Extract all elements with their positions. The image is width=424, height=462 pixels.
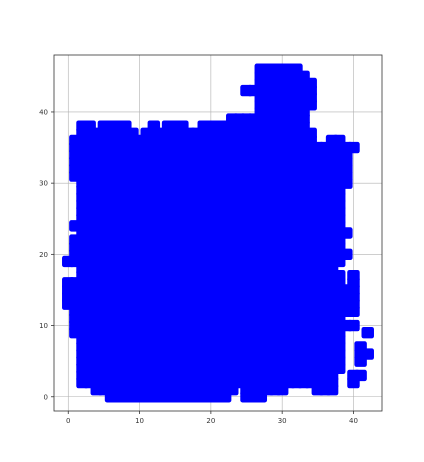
- x-tick-label: 30: [278, 417, 287, 425]
- x-axis-ticks: 0 10 20 30 40: [66, 411, 358, 425]
- y-tick-label: 40: [39, 108, 48, 116]
- x-tick-label: 20: [206, 417, 215, 425]
- y-tick-label: 0: [44, 393, 48, 401]
- plot-frame: [53, 54, 383, 412]
- x-tick-label: 10: [135, 417, 144, 425]
- scatter-point: [361, 326, 374, 339]
- scatter-point: [254, 391, 268, 403]
- scatter-point: [218, 391, 232, 403]
- scatter-points: [62, 63, 374, 403]
- scatter-point: [325, 383, 339, 396]
- scatter-point: [347, 305, 360, 318]
- y-tick-label: 10: [39, 322, 48, 330]
- y-tick-label: 20: [39, 251, 48, 259]
- scatter-point: [347, 319, 360, 332]
- y-axis-ticks: 0 10 20 30 40: [39, 108, 54, 401]
- scatter-point: [347, 376, 360, 389]
- y-tick-label: 30: [39, 180, 48, 188]
- x-tick-label: 0: [66, 417, 70, 425]
- scatter-point: [354, 355, 367, 367]
- scatter-point: [275, 383, 289, 396]
- x-tick-label: 40: [349, 417, 358, 425]
